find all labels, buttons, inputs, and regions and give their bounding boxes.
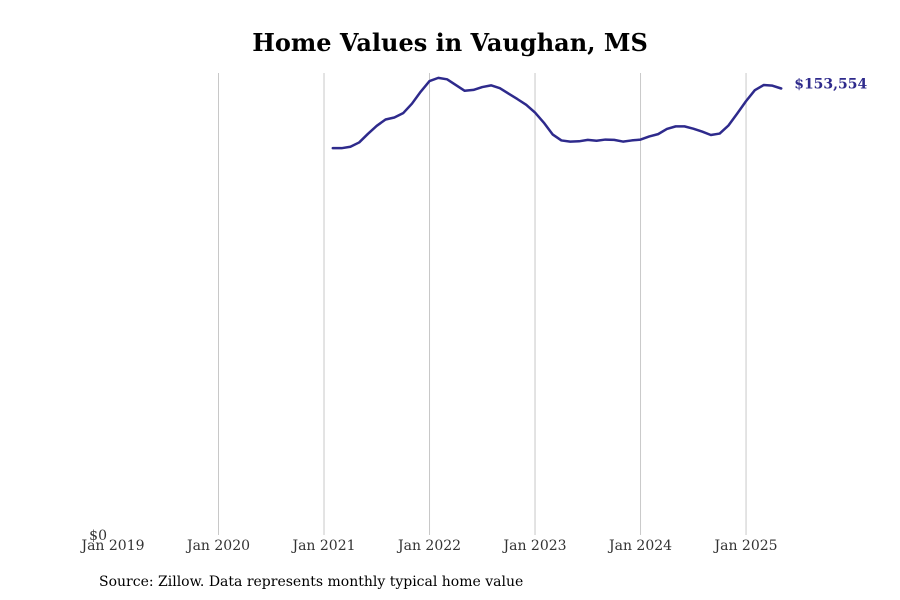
axis-ticks: Jan 2019 Jan 2020 Jan 2021 Jan 2022 Jan 2023… <box>79 528 777 554</box>
y-tick-label: $0 <box>89 528 107 544</box>
series-layer: $153,554 <box>331 76 868 150</box>
end-value-label: $153,554 <box>794 76 867 92</box>
gridlines <box>218 73 747 535</box>
x-tick-label: Jan 2023 <box>501 538 566 554</box>
home-value-line <box>331 76 783 150</box>
x-tick-label: Jan 2025 <box>713 538 778 554</box>
x-tick-label: Jan 2019 <box>79 538 144 554</box>
x-tick-label: Jan 2020 <box>185 538 250 554</box>
x-tick-label: Jan 2022 <box>396 538 461 554</box>
x-tick-label: Jan 2024 <box>607 538 672 554</box>
chart-title: Home Values in Vaughan, MS <box>252 28 648 57</box>
source-note: Source: Zillow. Data represents monthly … <box>99 574 524 590</box>
x-tick-label: Jan 2021 <box>290 538 355 554</box>
